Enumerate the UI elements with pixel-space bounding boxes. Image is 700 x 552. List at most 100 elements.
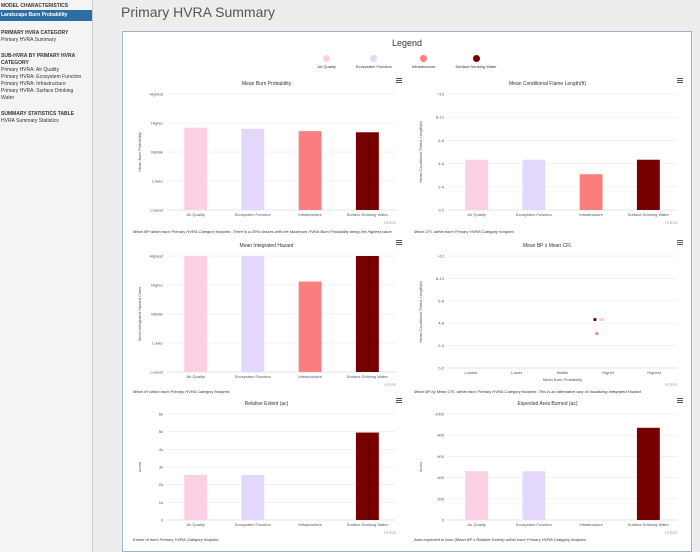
sidebar-section-heading: CATEGORY bbox=[1, 60, 29, 66]
y-tick-label: 0-2 bbox=[438, 366, 445, 371]
chart-title: Mean Conditional Flame Length(ft) bbox=[509, 81, 586, 87]
y-tick-label: >12 bbox=[437, 92, 445, 97]
chart-menu-icon[interactable] bbox=[396, 78, 402, 83]
chart-menu-icon[interactable] bbox=[396, 240, 402, 245]
chart: Mean Conditional Flame Length(ft) 0-2 2-4 4… bbox=[410, 76, 685, 226]
chart: Mean Burn Probability Lowest Lower Middle Hi… bbox=[129, 76, 404, 226]
chart: Relative Extent (ac) 0 1k 2k 3k 4k 5k 6k Acres Ai… bbox=[129, 396, 404, 536]
y-tick-label: 2k bbox=[159, 482, 163, 487]
sidebar-item[interactable]: Water bbox=[1, 95, 15, 101]
scatter-point bbox=[593, 317, 597, 322]
chart-credit: HTDSS bbox=[384, 383, 397, 387]
chart-menu-icon[interactable] bbox=[396, 398, 402, 403]
chart-menu-icon[interactable] bbox=[677, 78, 683, 83]
sidebar-spacer bbox=[0, 44, 92, 53]
bar bbox=[465, 159, 489, 210]
y-tick-label: Lower bbox=[152, 179, 164, 184]
bar bbox=[355, 132, 379, 210]
y-tick-label: 1k bbox=[159, 500, 163, 505]
main-content: Primary HVRA Summary Legend Air Quality E… bbox=[94, 0, 700, 552]
legend-item[interactable]: Infrastructure bbox=[412, 55, 435, 69]
x-tick-label: Infrastructure bbox=[579, 212, 603, 217]
chart-caption: Mean IH within each Primary HVRA Categor… bbox=[133, 389, 231, 394]
x-tick-label: Air Quality bbox=[186, 374, 204, 379]
y-axis-label: Acres bbox=[418, 462, 423, 472]
bar bbox=[355, 256, 379, 372]
chart-caption: Mean BP within each Primary HVRA Categor… bbox=[133, 229, 393, 234]
sidebar-item[interactable]: Primary HVRA Summary bbox=[1, 37, 57, 43]
chart-title: Expected Area Burned (ac) bbox=[517, 401, 577, 407]
y-tick-label: 200 bbox=[437, 496, 444, 501]
y-tick-label: Middle bbox=[151, 150, 164, 155]
chart-svg: Mean Burn Probability Lowest Lower Middle Hi… bbox=[137, 81, 397, 225]
legend-item[interactable]: Ecosystem Function bbox=[356, 55, 392, 69]
y-tick-label: 0 bbox=[442, 518, 445, 523]
legend-swatch bbox=[420, 55, 428, 62]
x-tick-label: Ecosystem Function bbox=[235, 374, 271, 379]
chart: Expected Area Burned (ac) 0 200 400 600 800 10… bbox=[410, 396, 685, 536]
bar bbox=[241, 128, 265, 210]
chart-caption: Mean CFL within each Primary HVRA Catego… bbox=[414, 229, 515, 234]
bar bbox=[579, 174, 603, 210]
x-tick-label: Surface Drinking Water bbox=[628, 522, 670, 527]
legend-item[interactable]: Air Quality bbox=[317, 55, 336, 69]
chart-caption: Mean BP by Mean CFL within each Primary … bbox=[414, 389, 642, 394]
chart-menu-icon[interactable] bbox=[677, 240, 683, 245]
sidebar-item[interactable]: Primary HVRA: Air Quality bbox=[1, 67, 60, 73]
sidebar-item[interactable]: Primary HVRA: Infrastructure bbox=[1, 81, 66, 87]
chart-title: Mean BP x Mean CFL bbox=[523, 243, 572, 249]
y-tick-label: 6k bbox=[159, 412, 163, 417]
y-tick-label: 5k bbox=[159, 429, 163, 434]
legend-swatch bbox=[323, 55, 331, 62]
chart-caption: Extent of each Primary HVRA Category foo… bbox=[133, 537, 220, 542]
y-tick-label: 800 bbox=[437, 433, 444, 438]
x-tick-label: Infrastructure bbox=[298, 522, 322, 527]
scatter-point bbox=[599, 317, 603, 322]
y-tick-label: 8-12 bbox=[436, 276, 445, 281]
legend-item[interactable]: Surface Drinking Water bbox=[455, 55, 497, 69]
legend-label: Air Quality bbox=[317, 64, 336, 69]
sidebar-spacer bbox=[0, 21, 92, 30]
legend: Air Quality Ecosystem Function Infrastruct… bbox=[123, 55, 691, 69]
x-tick-label: Surface Drinking Water bbox=[347, 212, 389, 217]
y-tick-label: 0-2 bbox=[438, 208, 445, 213]
bar bbox=[184, 127, 208, 210]
chart-svg: Mean Conditional Flame Length(ft) 0-2 2-4 4… bbox=[418, 81, 678, 225]
y-axis-label: Acres bbox=[137, 462, 142, 472]
y-tick-label: 8-12 bbox=[436, 115, 445, 120]
x-tick-label: Highest bbox=[647, 370, 661, 375]
y-axis-label: Mean Conditional Flame Length(ft) bbox=[418, 281, 423, 343]
x-tick-label: Lowest bbox=[465, 370, 479, 375]
y-tick-label: 4-6 bbox=[438, 321, 445, 326]
x-tick-label: Lower bbox=[511, 370, 523, 375]
legend-title: Legend bbox=[391, 38, 423, 48]
x-tick-label: Air Quality bbox=[467, 522, 485, 527]
chart-svg: Mean Integrated Hazard Lowest Lower Middle H… bbox=[137, 243, 397, 387]
y-axis-label: Mean Integrated Hazard Class bbox=[137, 287, 142, 341]
x-tick-label: Infrastructure bbox=[298, 374, 322, 379]
y-tick-label: 6-8 bbox=[438, 138, 445, 143]
chart-svg: Mean BP x Mean CFL 0-2 2-4 4-6 6-8 8-12 >12 Mea… bbox=[418, 243, 678, 387]
sidebar-item[interactable]: Primary HVRA: Surface Drinking bbox=[1, 88, 74, 94]
y-tick-label: Lower bbox=[152, 341, 164, 346]
summary-panel: Legend Air Quality Ecosystem Function Infr… bbox=[122, 31, 692, 552]
y-tick-label: 4k bbox=[159, 447, 163, 452]
y-tick-label: Highest bbox=[149, 254, 163, 259]
scatter-point bbox=[595, 331, 599, 336]
y-tick-label: Highest bbox=[149, 92, 163, 97]
y-tick-label: 0 bbox=[161, 518, 164, 523]
y-tick-label: 6-8 bbox=[438, 298, 445, 303]
bar bbox=[636, 427, 660, 520]
sidebar-item[interactable]: Landscape Burn Probability bbox=[0, 10, 92, 21]
sidebar-item[interactable]: HVRA Summary Statistics bbox=[1, 118, 59, 124]
bar bbox=[465, 471, 489, 520]
sidebar-item[interactable]: Primary HVRA: Ecosystem Function bbox=[1, 74, 82, 80]
chart-menu-icon[interactable] bbox=[677, 398, 683, 403]
chart-caption: Area expected to burn (Mean BP x Relativ… bbox=[414, 537, 587, 542]
bar bbox=[522, 471, 546, 520]
y-tick-label: 600 bbox=[437, 454, 444, 459]
chart-title: Mean Burn Probability bbox=[242, 81, 292, 87]
legend-label: Surface Drinking Water bbox=[455, 64, 497, 69]
x-tick-label: Ecosystem Function bbox=[516, 522, 552, 527]
bar bbox=[522, 159, 546, 210]
